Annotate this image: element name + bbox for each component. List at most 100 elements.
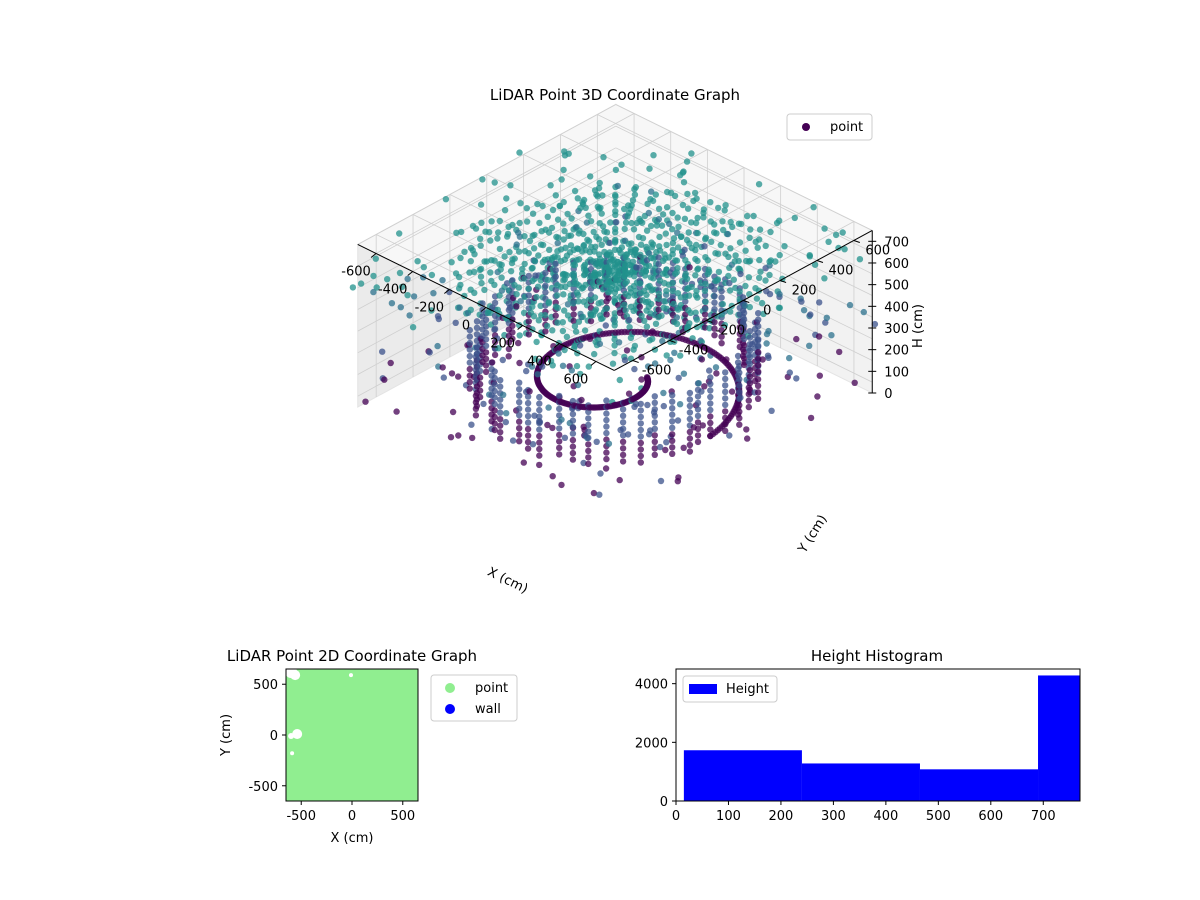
- scatter-point: [524, 399, 532, 407]
- scatter-point: [644, 401, 651, 409]
- scatter-point: [503, 410, 510, 417]
- scatter-point: [823, 314, 830, 321]
- scatter-point: [603, 229, 611, 236]
- grid-wall-z-back: [615, 125, 873, 253]
- scatter-point: [466, 378, 473, 386]
- scatter-point: [487, 269, 494, 276]
- scatter-point: [656, 443, 664, 451]
- scatter-point: [786, 369, 793, 376]
- scatter-point: [525, 272, 532, 280]
- scatter-point: [590, 489, 598, 497]
- scatter-point: [491, 407, 498, 414]
- chart-2d-gap: [290, 751, 295, 756]
- scatter-point: [491, 387, 498, 395]
- scatter-point: [491, 368, 498, 375]
- scatter-point: [707, 400, 714, 407]
- scatter-point: [684, 205, 692, 212]
- chart-3d: LiDAR Point 3D Coordinate Graph -600 -400…: [341, 86, 926, 597]
- scatter-point: [466, 339, 473, 347]
- scatter-point: [755, 342, 762, 349]
- scatter-point: [478, 219, 485, 226]
- scatter-point: [762, 242, 769, 250]
- scatter-point: [495, 345, 502, 352]
- scatter-point: [736, 288, 743, 295]
- scatter-point: [677, 352, 684, 359]
- scatter-point: [727, 308, 734, 315]
- scatter-point: [725, 272, 732, 280]
- scatter-point: [525, 285, 532, 292]
- scatter-point: [723, 356, 730, 363]
- scatter-point: [370, 288, 377, 296]
- scatter-point: [655, 295, 663, 303]
- scatter-point: [524, 425, 532, 433]
- scatter-point: [581, 327, 589, 334]
- scatter-point: [481, 286, 488, 294]
- scatter-point: [715, 204, 722, 212]
- scatter-point: [509, 437, 517, 444]
- scatter-point: [606, 239, 613, 247]
- scatter-point: [637, 459, 644, 466]
- scatter-point: [637, 420, 644, 427]
- scatter-point: [639, 219, 646, 226]
- scatter-point: [713, 370, 720, 377]
- scatter-point: [560, 220, 567, 227]
- chart-2d-legend-wall-label: wall: [475, 702, 501, 717]
- scatter-point: [596, 340, 604, 348]
- scatter-point: [558, 481, 565, 489]
- scatter-point: [669, 411, 676, 418]
- scatter-point: [554, 319, 561, 326]
- scatter-point: [663, 204, 671, 211]
- scatter-point: [669, 424, 676, 431]
- scatter-point: [816, 299, 823, 306]
- scatter-point: [758, 299, 766, 307]
- scatter-point: [515, 284, 522, 291]
- scatter-point: [428, 307, 435, 314]
- scatter-point: [536, 432, 543, 440]
- scatter-point: [750, 212, 757, 220]
- scatter-point: [651, 419, 658, 426]
- scatter-point: [473, 402, 481, 410]
- scatter-point: [822, 319, 829, 326]
- scatter-point: [519, 265, 526, 273]
- scatter-point: [675, 223, 682, 230]
- scatter-point: [612, 198, 619, 206]
- scatter-point: [755, 323, 762, 330]
- scatter-point: [651, 425, 658, 432]
- chart-2d-y-tick-label: 500: [253, 678, 278, 693]
- scatter-point: [611, 342, 618, 349]
- scatter-point: [669, 239, 677, 247]
- scatter-point: [694, 425, 702, 433]
- scatter-point: [871, 320, 879, 328]
- grid-wall-z-left: [357, 125, 616, 267]
- scatter-point: [516, 399, 523, 406]
- scatter-point: [746, 257, 754, 265]
- scatter-point: [526, 237, 534, 245]
- scatter-point: [815, 333, 823, 340]
- scatter-point: [644, 378, 652, 386]
- scatter-point: [585, 434, 592, 442]
- scatter-point: [706, 325, 713, 332]
- scatter-point: [507, 268, 515, 275]
- scatter-point: [642, 267, 650, 275]
- scatter-point: [755, 336, 762, 343]
- scatter-point: [692, 309, 699, 316]
- grid-wall-z-back: [615, 169, 873, 296]
- axis-y-tick: [816, 260, 824, 263]
- scatter-point: [619, 406, 627, 413]
- scatter-point: [521, 233, 528, 240]
- scatter-point: [482, 368, 490, 376]
- scatter-point: [430, 290, 437, 297]
- axis-x-tick-label: 200: [490, 336, 515, 351]
- scatter-point: [776, 217, 783, 224]
- scatter-point: [662, 446, 669, 454]
- chart-2d-gap: [348, 673, 353, 678]
- scatter-point: [746, 234, 753, 241]
- scatter-point: [553, 292, 561, 299]
- axis-y-tick-label: 0: [763, 303, 771, 318]
- scatter-point: [596, 179, 603, 187]
- scatter-point: [503, 195, 510, 202]
- scatter-point: [619, 451, 627, 459]
- scatter-point: [669, 450, 676, 457]
- scatter-point: [571, 262, 579, 269]
- chart-3d-legend-marker: [802, 123, 810, 131]
